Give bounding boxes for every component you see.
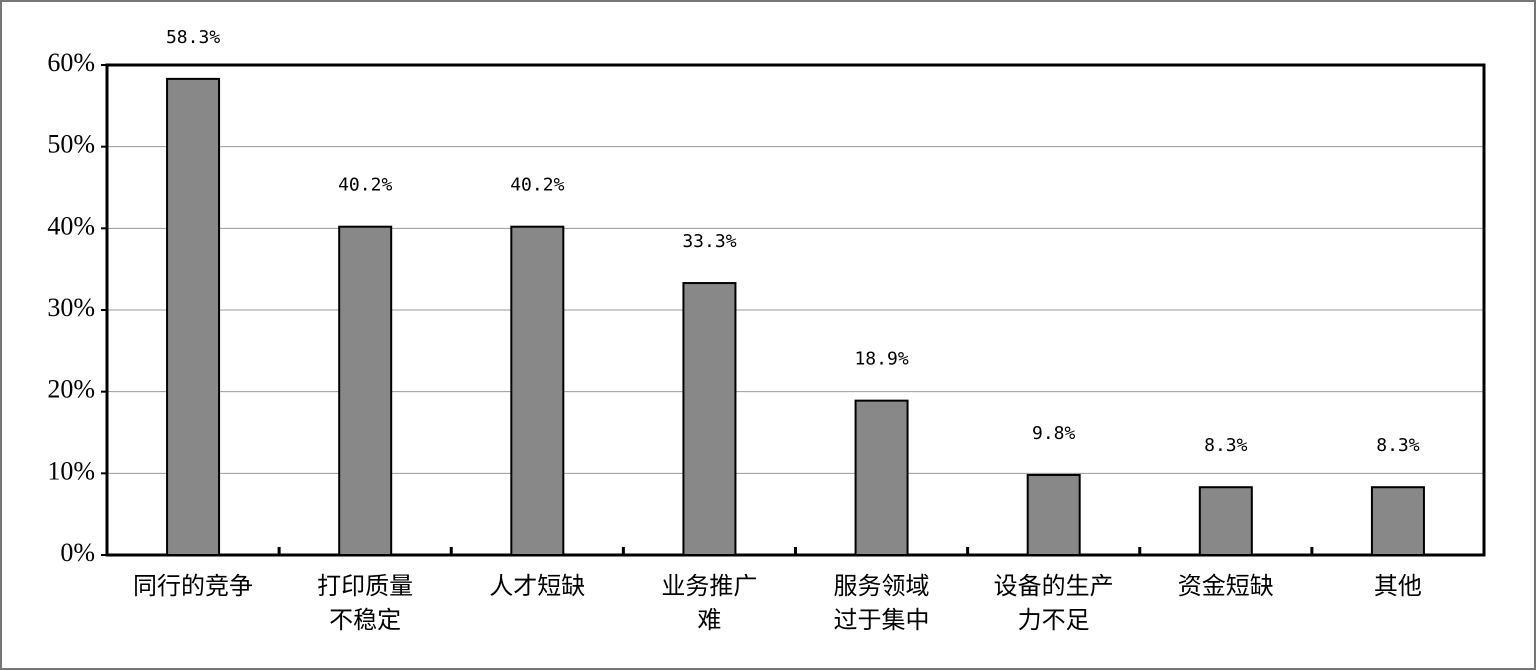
y-tick-label: 0% <box>60 538 95 567</box>
y-tick-label: 20% <box>47 375 95 404</box>
y-tick-label: 10% <box>47 456 95 485</box>
value-label: 8.3% <box>1376 435 1420 456</box>
y-tick-label: 50% <box>47 130 95 159</box>
value-label: 9.8% <box>1032 423 1076 444</box>
y-tick-label: 40% <box>47 211 95 240</box>
x-tick-label: 同行的竞争 <box>133 572 253 600</box>
x-tick-label: 业务推广 难 <box>661 572 758 634</box>
value-label: 33.3% <box>682 231 736 252</box>
x-tick-label: 打印质量 不稳定 <box>317 572 414 634</box>
bar <box>1026 473 1081 557</box>
bar <box>510 225 565 556</box>
value-label: 58.3% <box>166 27 220 48</box>
value-label: 40.2% <box>338 175 392 196</box>
bar <box>338 225 393 556</box>
value-label: 40.2% <box>510 175 564 196</box>
x-tick-label: 资金短缺 <box>1177 572 1274 600</box>
bar <box>1370 486 1425 557</box>
bar <box>854 399 909 556</box>
bar <box>682 282 737 556</box>
value-label: 18.9% <box>854 349 908 370</box>
x-tick-label: 设备的生产 力不足 <box>993 572 1114 634</box>
y-tick-label: 60% <box>47 48 95 77</box>
x-tick-label: 其他 <box>1373 572 1422 600</box>
x-tick-label: 服务领域 过于集中 <box>833 572 930 634</box>
value-label: 8.3% <box>1204 435 1248 456</box>
y-tick-label: 30% <box>47 293 95 322</box>
bar <box>166 77 221 556</box>
bar <box>1198 486 1253 557</box>
x-tick-label: 人才短缺 <box>489 572 586 600</box>
